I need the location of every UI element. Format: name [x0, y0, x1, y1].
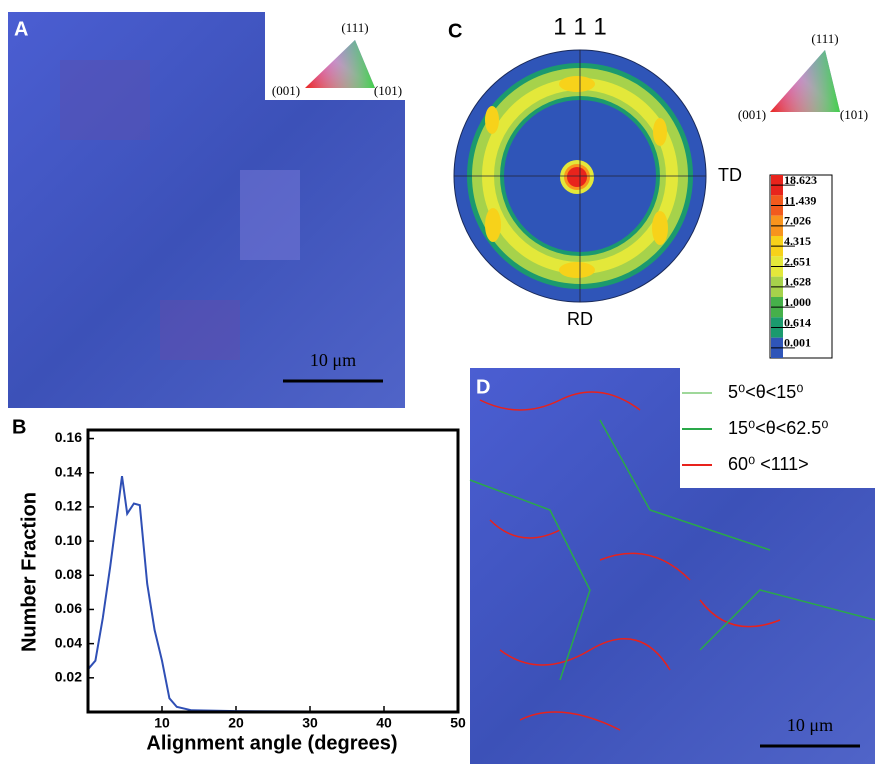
triangle-label: (101)	[374, 83, 402, 98]
x-axis-label: Alignment angle (degrees)	[146, 732, 397, 754]
scale-label: 10 μm	[787, 715, 833, 735]
axis-rd: RD	[567, 309, 593, 329]
contour	[653, 118, 667, 146]
triangle-label: (001)	[738, 107, 766, 122]
colorbar-label: 7.026	[784, 214, 811, 228]
colorbar-label: 1.000	[784, 295, 811, 309]
panel-label: B	[12, 416, 26, 438]
plot-frame	[88, 430, 458, 712]
colorbar-label: 11.439	[784, 193, 816, 207]
legend-label: 5⁰<θ<15⁰	[728, 382, 804, 402]
x-tick-label: 20	[228, 715, 244, 731]
y-tick-label: 0.08	[55, 566, 82, 582]
colorbar-label: 18.623	[784, 173, 817, 187]
panel-label: D	[476, 376, 490, 398]
y-tick-label: 0.12	[55, 498, 82, 514]
axis-td: TD	[718, 165, 742, 185]
contour	[567, 167, 587, 187]
colorbar-label: 0.614	[784, 315, 811, 329]
y-tick-label: 0.04	[55, 634, 82, 650]
triangle-label: (101)	[840, 107, 868, 122]
contour	[559, 76, 595, 92]
legend-label: 15⁰<θ<62.5⁰	[728, 418, 829, 438]
pole-title: 1 1 1	[553, 13, 606, 40]
data-line	[88, 476, 458, 712]
x-tick-label: 30	[302, 715, 318, 731]
line-chart: 0.02 0.04 0.06 0.08 0.10 0.12 0.14 0.16 10 20 30 40…	[55, 429, 466, 730]
figure: (111) (001) (101) A 10 μm 0.020.040.060.…	[0, 0, 875, 764]
legend-label: 60⁰ <111>	[728, 454, 809, 474]
colorbar-label: 0.001	[784, 336, 811, 350]
x-tick-label: 10	[154, 715, 170, 731]
x-tick-label: 40	[376, 715, 392, 731]
x-tick-label: 50	[450, 715, 466, 731]
colorbar-label: 2.651	[784, 254, 811, 268]
panel-label: C	[448, 20, 462, 42]
contour	[485, 106, 499, 134]
y-tick-label: 0.14	[55, 463, 82, 479]
grain	[60, 60, 150, 140]
ipf-triangle	[770, 50, 840, 112]
contour	[485, 208, 501, 242]
panel-label: A	[14, 18, 28, 40]
grain	[160, 300, 240, 360]
grain	[240, 170, 300, 260]
y-tick-label: 0.06	[55, 600, 82, 616]
y-tick-label: 0.16	[55, 429, 82, 445]
triangle-label: (111)	[811, 31, 838, 46]
triangle-label: (111)	[341, 20, 368, 35]
scale-label: 10 μm	[310, 350, 356, 370]
triangle-label: (001)	[272, 83, 300, 98]
y-axis-label: Number Fraction	[18, 492, 40, 652]
y-tick-label: 0.10	[55, 532, 82, 548]
colorbar-label: 4.315	[784, 234, 811, 248]
y-tick-label: 0.02	[55, 669, 82, 685]
colorbar-label: 1.628	[784, 275, 811, 289]
contour	[559, 262, 595, 278]
contour	[652, 211, 668, 245]
